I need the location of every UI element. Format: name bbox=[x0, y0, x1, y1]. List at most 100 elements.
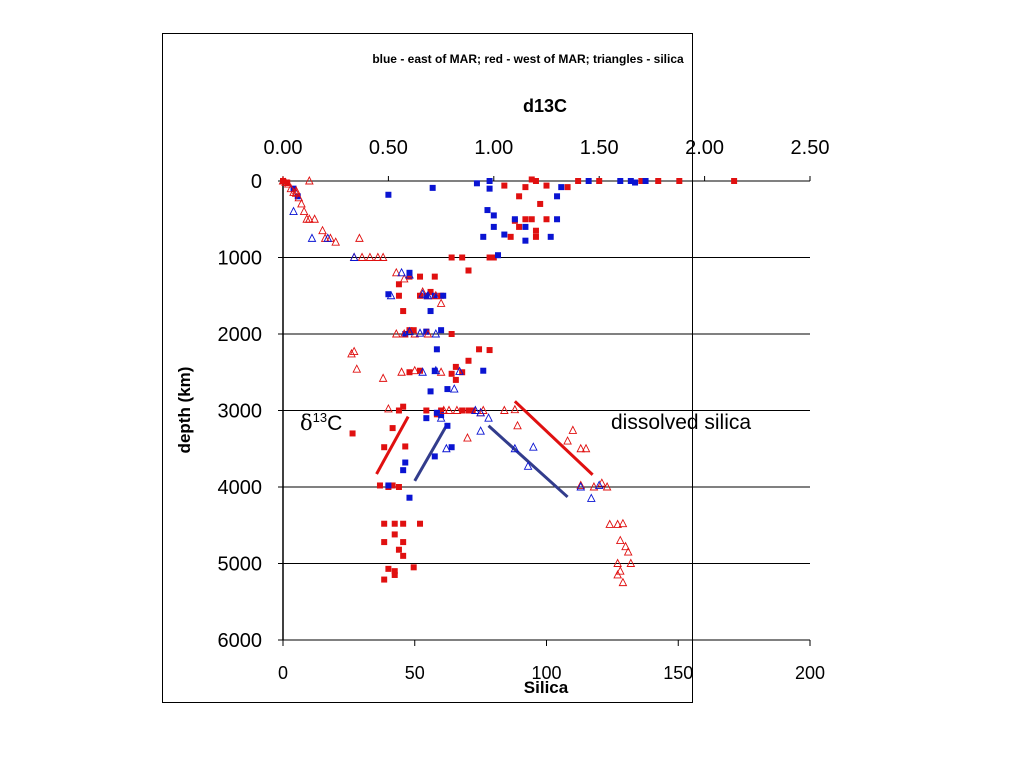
square-marker bbox=[402, 459, 409, 466]
triangle-marker bbox=[605, 519, 615, 528]
square-marker bbox=[452, 376, 459, 383]
square-marker bbox=[444, 386, 451, 393]
square-marker bbox=[495, 252, 502, 259]
square-marker bbox=[558, 184, 565, 191]
triangle-marker bbox=[444, 405, 454, 414]
square-marker bbox=[431, 292, 438, 299]
triangle-marker bbox=[418, 367, 427, 376]
square-marker bbox=[406, 269, 413, 276]
triangle-marker bbox=[365, 252, 375, 261]
triangle-marker bbox=[418, 289, 427, 298]
triangle-marker bbox=[471, 405, 480, 414]
square-marker bbox=[406, 273, 413, 280]
triangle-marker bbox=[528, 442, 538, 451]
triangle-marker bbox=[613, 558, 622, 567]
triangle-marker bbox=[436, 413, 446, 422]
square-marker bbox=[480, 367, 487, 374]
square-marker bbox=[349, 430, 356, 437]
triangle-marker bbox=[431, 365, 441, 375]
square-marker bbox=[376, 482, 383, 489]
bottom-axis-title: Silica bbox=[524, 678, 569, 697]
trend-line bbox=[375, 415, 410, 475]
square-marker bbox=[480, 233, 487, 240]
bottom-tick-label: 200 bbox=[795, 663, 825, 683]
left-tick-label: 1000 bbox=[218, 248, 263, 270]
dissolved-silica-annotation: dissolved silica bbox=[611, 411, 751, 434]
square-marker bbox=[389, 425, 396, 432]
triangle-marker bbox=[391, 329, 401, 338]
square-marker bbox=[507, 233, 514, 240]
triangle-marker bbox=[347, 348, 356, 358]
triangle-marker bbox=[418, 286, 427, 296]
top-tick-label: 0.00 bbox=[264, 137, 303, 159]
square-marker bbox=[385, 191, 392, 198]
triangle-marker bbox=[615, 535, 625, 544]
trend-line bbox=[513, 400, 594, 476]
triangle-marker bbox=[523, 461, 533, 470]
square-marker bbox=[528, 216, 535, 223]
square-marker bbox=[391, 571, 398, 578]
grid-lines bbox=[283, 180, 810, 641]
square-marker bbox=[427, 388, 434, 395]
left-tick-label: 2000 bbox=[218, 324, 263, 346]
triangle-marker bbox=[513, 420, 522, 430]
square-marker bbox=[486, 178, 493, 184]
square-marker bbox=[554, 216, 561, 223]
square-marker bbox=[448, 254, 455, 261]
triangle-marker bbox=[415, 328, 425, 337]
square-marker bbox=[444, 422, 451, 429]
square-marker bbox=[402, 443, 409, 450]
square-marker bbox=[476, 346, 483, 353]
square-marker bbox=[400, 552, 407, 559]
square-marker bbox=[417, 273, 424, 280]
square-marker bbox=[473, 180, 480, 187]
top-tick-label: 1.50 bbox=[580, 137, 619, 159]
left-tick-label: 4000 bbox=[218, 477, 263, 499]
left-axis-title: depth (km) bbox=[175, 367, 194, 454]
delta13c-annotation: δ13C bbox=[300, 410, 342, 435]
triangle-marker bbox=[349, 252, 359, 261]
triangle-marker bbox=[405, 326, 414, 336]
square-marker bbox=[617, 178, 624, 184]
chart-title: blue - east of MAR; red - west of MAR; t… bbox=[372, 52, 684, 66]
triangle-marker bbox=[484, 413, 493, 422]
square-marker bbox=[395, 546, 402, 553]
bottom-tick-label: 0 bbox=[278, 663, 288, 683]
triangle-marker bbox=[452, 405, 462, 414]
triangle-marker bbox=[615, 566, 625, 575]
triangle-marker bbox=[589, 482, 599, 491]
triangle-marker bbox=[613, 519, 622, 528]
triangle-marker bbox=[305, 176, 314, 185]
square-marker bbox=[516, 193, 523, 200]
left-tick-label: 3000 bbox=[218, 401, 263, 423]
top-tick-label: 1.00 bbox=[474, 137, 513, 159]
square-marker bbox=[596, 178, 603, 184]
triangle-marker bbox=[613, 569, 622, 579]
square-marker bbox=[406, 494, 413, 501]
triangle-marker bbox=[431, 329, 441, 338]
triangle-marker bbox=[476, 426, 485, 435]
square-marker bbox=[486, 254, 493, 261]
top-tick-label: 2.50 bbox=[791, 137, 830, 159]
square-marker bbox=[731, 178, 738, 184]
square-marker bbox=[537, 200, 544, 207]
triangle-marker bbox=[576, 480, 586, 489]
triangle-marker bbox=[439, 405, 449, 414]
square-marker bbox=[417, 520, 424, 527]
square-marker bbox=[554, 193, 561, 200]
square-marker bbox=[585, 178, 592, 184]
square-marker bbox=[406, 327, 413, 334]
square-marker bbox=[381, 539, 388, 546]
top-tick-label: 2.00 bbox=[685, 137, 724, 159]
bottom-tick-label: 150 bbox=[663, 663, 693, 683]
square-marker bbox=[632, 179, 639, 186]
square-marker bbox=[465, 357, 472, 364]
triangle-marker bbox=[576, 482, 586, 491]
square-marker bbox=[400, 467, 407, 474]
left-tick-label: 6000 bbox=[218, 630, 263, 652]
square-marker bbox=[410, 327, 417, 334]
triangle-marker bbox=[384, 403, 393, 413]
square-marker bbox=[385, 482, 392, 489]
square-marker bbox=[465, 267, 472, 274]
delta-carbon: C bbox=[327, 412, 342, 435]
